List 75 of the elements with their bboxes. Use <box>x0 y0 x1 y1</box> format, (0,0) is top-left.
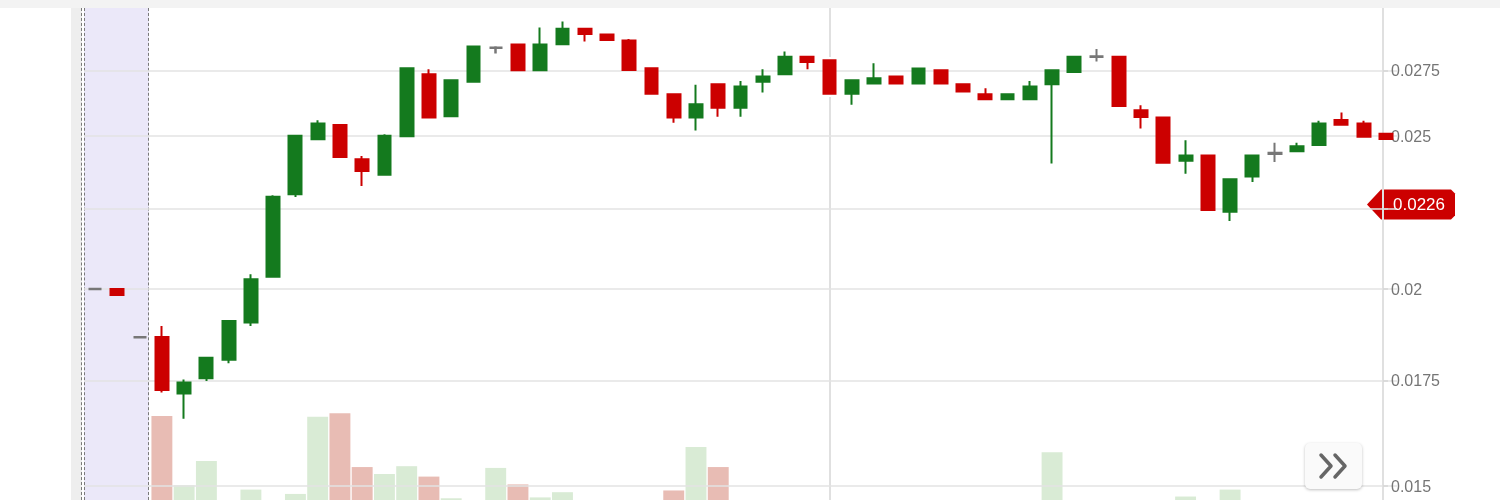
y-tick-label: 0.015 <box>1391 477 1432 495</box>
candlestick <box>1155 116 1171 164</box>
candlestick <box>644 67 659 95</box>
candlestick <box>198 356 214 382</box>
bar <box>685 447 707 500</box>
candlestick <box>421 68 437 119</box>
bar <box>418 476 440 500</box>
candlestick <box>1000 93 1015 102</box>
bar <box>1041 452 1063 500</box>
bar <box>507 484 529 500</box>
candlestick <box>466 44 481 84</box>
candlestick <box>1044 69 1060 165</box>
candlestick <box>1244 154 1260 184</box>
bar <box>240 489 262 500</box>
candlestick <box>243 273 259 328</box>
bar <box>485 467 507 500</box>
candlestick <box>109 288 125 296</box>
y-tick-label: 0.0275 <box>1391 62 1441 80</box>
candlestick <box>844 79 860 106</box>
candlestick <box>688 83 704 132</box>
candlestick <box>1178 139 1194 175</box>
candlestick <box>888 75 904 85</box>
bar <box>151 415 173 500</box>
candlestick <box>799 55 815 71</box>
candlestick <box>132 336 148 339</box>
bar <box>329 413 351 500</box>
candlestick <box>911 67 926 85</box>
annotation: 0.0226 <box>1393 195 1445 214</box>
candlestick <box>377 133 392 176</box>
candlestick <box>176 378 192 420</box>
candlestick <box>399 67 415 139</box>
candlestick <box>955 83 971 93</box>
candlestick <box>866 62 882 85</box>
candlestick <box>221 319 237 365</box>
candlestick <box>1089 48 1104 63</box>
bar <box>663 490 685 500</box>
candlestick <box>1289 141 1305 154</box>
y-tick-label: 0.0175 <box>1391 372 1441 390</box>
candlestick <box>488 44 504 55</box>
bar <box>351 467 373 500</box>
candlestick <box>1066 55 1082 73</box>
candlestick <box>621 38 637 71</box>
candlestick <box>1111 55 1127 107</box>
candlestick <box>1222 178 1238 222</box>
candlestick <box>977 87 993 101</box>
candlestick <box>1133 104 1149 130</box>
candlestick <box>354 154 370 187</box>
candlestick <box>555 20 570 46</box>
candlestick <box>265 194 281 278</box>
bar <box>1219 489 1241 500</box>
candlestick <box>733 79 748 118</box>
candlestick <box>1333 111 1349 126</box>
candlestick <box>532 26 548 72</box>
candlestick <box>777 50 793 76</box>
candlestick <box>710 83 726 118</box>
bar <box>707 467 729 500</box>
candlestick <box>1356 119 1372 138</box>
candlestick <box>666 92 682 124</box>
candlestick <box>599 33 615 42</box>
candlestick <box>154 325 170 394</box>
candlestick <box>1200 154 1216 211</box>
candlestick <box>1022 79 1038 101</box>
candlestick <box>287 134 303 198</box>
candlestick <box>443 79 459 118</box>
candlestick <box>87 287 103 291</box>
candlestick <box>577 27 593 43</box>
candlestick <box>310 119 326 141</box>
candlestick <box>1267 141 1283 163</box>
candlestick <box>755 68 771 94</box>
candlestick <box>332 123 348 159</box>
y-tick-label: 0.02 <box>1391 280 1423 298</box>
candlestick <box>1311 119 1327 147</box>
candlestick <box>510 43 526 72</box>
candlestick <box>822 59 837 95</box>
candlestick <box>933 68 949 85</box>
